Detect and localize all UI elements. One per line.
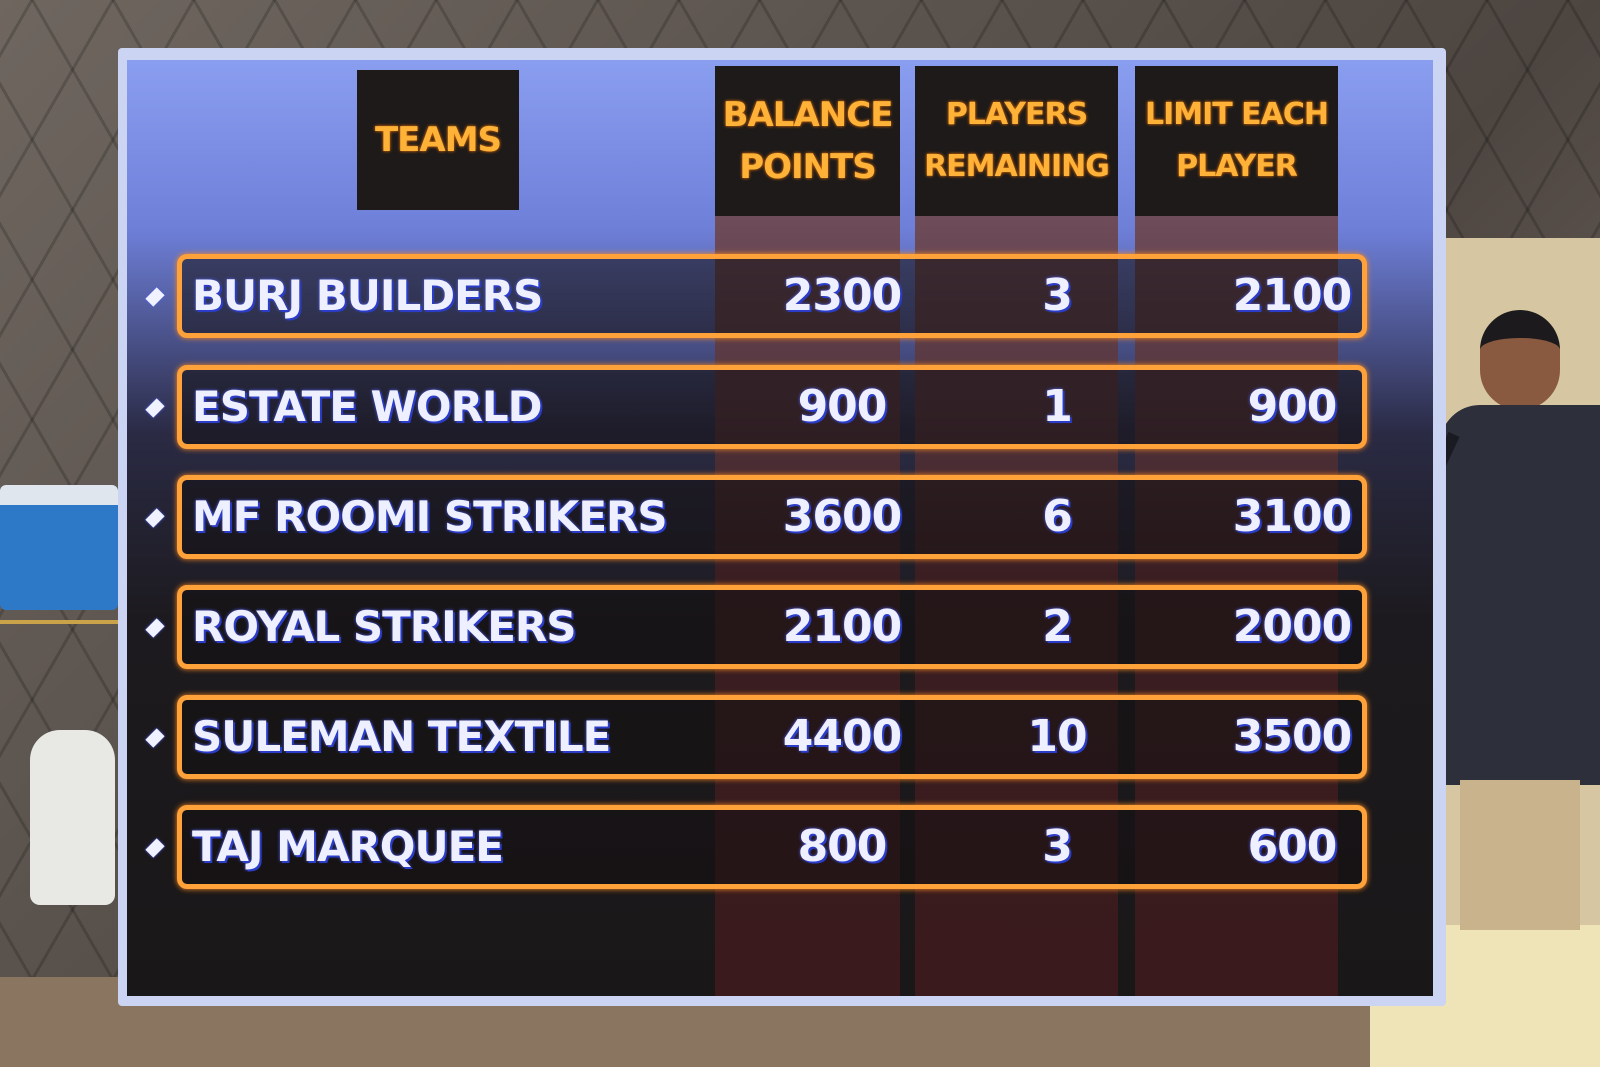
header-players-line2: REMAINING xyxy=(924,149,1110,184)
header-players-remaining: PLAYERS REMAINING xyxy=(915,66,1118,216)
players-remaining: 3 xyxy=(1042,821,1073,872)
balance-points: 4400 xyxy=(782,711,902,762)
presenter-head xyxy=(1480,310,1560,410)
balance-points: 2100 xyxy=(782,601,902,652)
balance-points: 900 xyxy=(797,381,888,432)
header-players-line1: PLAYERS xyxy=(945,97,1088,132)
water-jug xyxy=(30,730,115,905)
cooler-box xyxy=(0,485,118,610)
limit-each-player: 2100 xyxy=(1232,270,1352,321)
limit-each-player: 3500 xyxy=(1232,711,1352,762)
header-balance-line2: POINTS xyxy=(739,147,877,187)
team-name: ROYAL STRIKERS xyxy=(192,602,577,651)
presenter-body xyxy=(1440,405,1600,785)
limit-each-player: 2000 xyxy=(1232,601,1352,652)
team-name: SULEMAN TEXTILE xyxy=(192,712,611,761)
header-limit-line2: PLAYER xyxy=(1176,149,1298,184)
table-row: TAJ MARQUEE 800 3 600 xyxy=(177,805,1367,889)
header-limit-each-player: LIMIT EACH PLAYER xyxy=(1135,66,1338,216)
table-row: SULEMAN TEXTILE 4400 10 3500 xyxy=(177,695,1367,779)
presenter-legs xyxy=(1460,780,1580,930)
diamond-icon xyxy=(145,508,165,528)
players-remaining: 2 xyxy=(1042,601,1073,652)
table-row: ROYAL STRIKERS 2100 2 2000 xyxy=(177,585,1367,669)
presenter xyxy=(1435,310,1600,930)
balance-points: 2300 xyxy=(782,270,902,321)
diamond-icon xyxy=(145,728,165,748)
diamond-icon xyxy=(145,618,165,638)
header-balance-line1: BALANCE xyxy=(722,95,894,135)
header-teams-label: TEAMS xyxy=(374,120,502,160)
table-row: BURJ BUILDERS 2300 3 2100 xyxy=(177,254,1367,338)
table-row: ESTATE WORLD 900 1 900 xyxy=(177,365,1367,449)
limit-each-player: 600 xyxy=(1247,821,1338,872)
diamond-icon xyxy=(145,838,165,858)
players-remaining: 10 xyxy=(1027,711,1087,762)
header-balance-points: BALANCE POINTS xyxy=(715,66,900,216)
scoreboard-screen: TEAMS BALANCE POINTS PLAYERS REMAINING L… xyxy=(127,60,1433,996)
limit-each-player: 900 xyxy=(1247,381,1338,432)
team-name: ESTATE WORLD xyxy=(192,382,543,431)
scoreboard: TEAMS BALANCE POINTS PLAYERS REMAINING L… xyxy=(118,48,1446,1006)
header-limit-line1: LIMIT EACH xyxy=(1144,97,1329,132)
players-remaining: 1 xyxy=(1042,381,1073,432)
players-remaining: 3 xyxy=(1042,270,1073,321)
balance-points: 3600 xyxy=(782,491,902,542)
team-name: MF ROOMI STRIKERS xyxy=(192,492,668,541)
header-teams: TEAMS xyxy=(357,70,519,210)
players-remaining: 6 xyxy=(1042,491,1073,542)
balance-points: 800 xyxy=(797,821,888,872)
diamond-icon xyxy=(145,287,165,307)
diamond-icon xyxy=(145,398,165,418)
team-name: BURJ BUILDERS xyxy=(192,271,543,320)
limit-each-player: 3100 xyxy=(1232,491,1352,542)
table-row: MF ROOMI STRIKERS 3600 6 3100 xyxy=(177,475,1367,559)
team-name: TAJ MARQUEE xyxy=(192,822,504,871)
